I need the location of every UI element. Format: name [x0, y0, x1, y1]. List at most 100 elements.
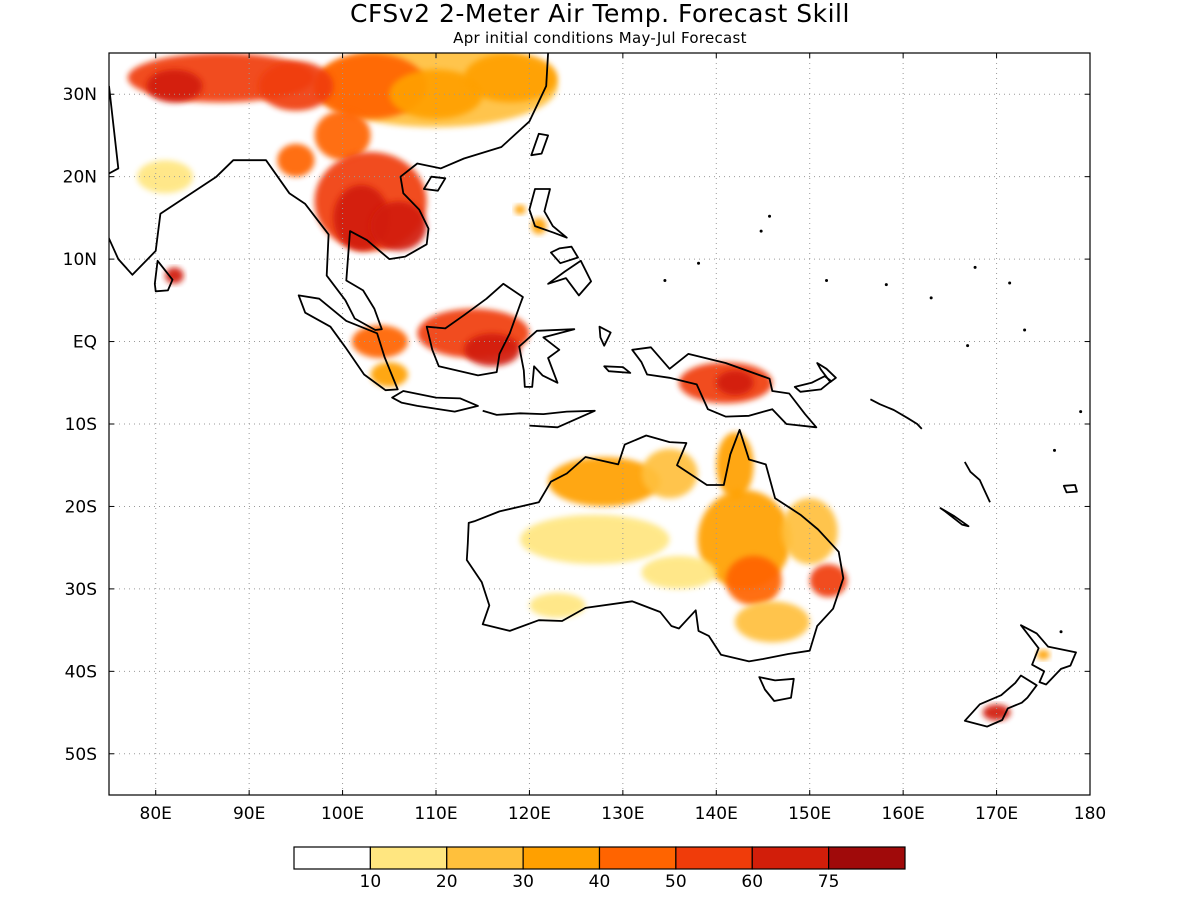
skill-patch: [464, 53, 558, 103]
coastline-asia-mainland: [109, 53, 549, 331]
skill-patch: [370, 201, 427, 251]
colorbar-swatch: [522, 846, 601, 870]
skill-patch: [725, 555, 782, 606]
skill-patch: [146, 69, 203, 103]
lat-tick-label: 50S: [65, 745, 97, 765]
colorbar-swatch: [369, 846, 448, 870]
skill-shading: [127, 53, 1050, 721]
colorbar-label: 40: [589, 872, 611, 892]
grid-lines: [109, 53, 1090, 795]
coastline-luzon: [528, 188, 568, 239]
skill-patch: [514, 204, 526, 215]
lon-tick-label: 120E: [508, 804, 551, 824]
coastline-sulawesi: [518, 328, 576, 388]
skill-patch: [734, 601, 810, 643]
colorbar-label: 10: [360, 872, 382, 892]
coastline-visayas: [550, 245, 579, 265]
lat-tick-label: 30N: [63, 85, 97, 105]
skill-patch: [165, 267, 184, 284]
skill-patch: [258, 61, 334, 111]
lon-tick-label: 160E: [882, 804, 925, 824]
colorbar-swatch: [828, 846, 906, 870]
coastline-hainan: [422, 175, 447, 192]
lon-tick-label: 180: [1074, 804, 1106, 824]
skill-patch: [137, 160, 194, 194]
coastline-java: [391, 390, 479, 413]
skill-patch: [314, 110, 371, 161]
colorbar-swatch: [446, 846, 524, 870]
colorbar-label: 60: [741, 872, 763, 892]
coastline-tasmania: [758, 676, 795, 702]
lat-tick-label: 20N: [63, 168, 97, 188]
island-dot: [697, 261, 701, 265]
colorbar-swatch: [598, 846, 677, 870]
coastline-new-ireland: [816, 362, 837, 383]
colorbar-swatch: [675, 846, 753, 870]
lat-tick-label: 40S: [65, 662, 97, 682]
island-dot: [1008, 281, 1012, 285]
skill-patch: [716, 370, 754, 396]
colorbar: 10 20 30 40 50 60 75: [293, 846, 906, 892]
skill-patch: [1036, 649, 1050, 660]
lat-tick-label: 20S: [65, 497, 97, 517]
coastline-nz-south: [963, 674, 1038, 728]
skill-patch: [531, 217, 547, 235]
lat-tick-label: 30S: [65, 580, 97, 600]
island-dot: [1052, 448, 1056, 452]
colorbar-label: 50: [665, 872, 687, 892]
island-dot: [884, 283, 888, 287]
island-dot: [1059, 630, 1063, 634]
lon-tick-label: 100E: [321, 804, 364, 824]
lat-tick-label: 10S: [65, 415, 97, 435]
coastline-fiji: [1062, 484, 1078, 494]
skill-patch: [389, 69, 483, 119]
coastline-seram: [603, 365, 632, 374]
coastline-solomons: [869, 398, 923, 430]
map-subtitle: Apr initial conditions May-Jul Forecast: [453, 29, 747, 47]
lon-tick-label: 170E: [975, 804, 1018, 824]
skill-patch: [781, 498, 838, 565]
island-dot: [1079, 410, 1083, 414]
coastline-nz-north: [1020, 624, 1077, 686]
colorbar-label: 75: [818, 872, 840, 892]
coastlines: [109, 53, 1083, 728]
island-dot: [966, 344, 970, 348]
map-title: CFSv2 2-Meter Air Temp. Forecast Skill: [350, 0, 850, 28]
coastline-taiwan: [530, 132, 549, 157]
coastline-new-caledonia: [939, 507, 970, 528]
colorbar-label: 20: [436, 872, 458, 892]
skill-patch: [641, 555, 717, 589]
coastline-halmahera: [598, 325, 612, 347]
island-dot: [825, 279, 829, 283]
coastline-mindanao: [547, 259, 592, 297]
lat-tick-label: EQ: [73, 333, 97, 353]
coastline-new-britain: [793, 375, 833, 393]
lon-tick-label: 130E: [601, 804, 644, 824]
lon-tick-label: 140E: [695, 804, 738, 824]
coastline-lesser-sunda: [482, 409, 596, 429]
skill-patch: [641, 448, 698, 499]
colorbar-label: 30: [512, 872, 534, 892]
skill-patch: [529, 593, 586, 618]
lon-tick-label: 90E: [233, 804, 265, 824]
coastline-sumatra: [297, 294, 399, 392]
skill-patch: [370, 362, 408, 387]
island-dot: [1023, 328, 1027, 332]
skill-patch: [716, 432, 754, 499]
coastline-australia: [465, 428, 845, 663]
lon-tick-label: 150E: [788, 804, 831, 824]
colorbar-swatch: [751, 846, 830, 870]
lon-tick-label: 80E: [140, 804, 172, 824]
island-dot: [663, 279, 667, 283]
island-dot: [929, 296, 933, 300]
coastline-vanuatu: [964, 461, 991, 503]
skill-patch: [548, 457, 661, 507]
lat-tick-label: 10N: [63, 250, 97, 270]
skill-patch: [277, 143, 315, 177]
axis-ticks: 80E 90E 100E 110E 120E 130E 140E 150E 160E 170E 18…: [63, 53, 1106, 824]
island-dot: [768, 214, 772, 218]
lon-tick-label: 110E: [414, 804, 457, 824]
island-dot: [759, 229, 763, 233]
